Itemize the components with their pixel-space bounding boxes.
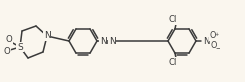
Text: O: O — [4, 47, 10, 56]
Text: Cl: Cl — [169, 15, 177, 24]
Text: S: S — [17, 42, 23, 51]
Text: −: − — [216, 46, 220, 51]
Text: N: N — [44, 31, 50, 41]
Text: Cl: Cl — [169, 58, 177, 67]
Text: O: O — [6, 36, 12, 45]
Text: O: O — [210, 31, 216, 41]
Text: O: O — [211, 41, 217, 51]
Text: N: N — [100, 36, 106, 46]
Text: N: N — [203, 36, 209, 46]
Text: +: + — [215, 31, 219, 36]
Text: N: N — [109, 36, 115, 46]
